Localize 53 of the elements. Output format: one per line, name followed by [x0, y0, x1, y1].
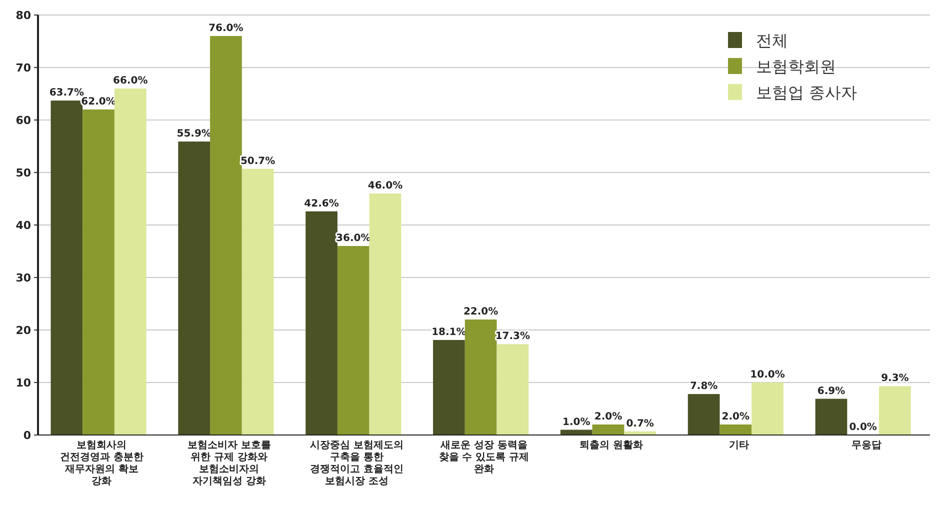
bar	[815, 398, 848, 435]
x-tick-label: 퇴출의 원활화	[580, 440, 644, 451]
x-tick-label: 새로운 성장 동력을 찾을 수 있도록 규제 완화	[438, 440, 530, 475]
bar	[592, 424, 624, 435]
x-tick-label: 기타	[728, 440, 749, 451]
bar	[464, 320, 497, 435]
y-tick-label: 30	[16, 272, 32, 284]
y-tick-label: 20	[16, 324, 32, 337]
legend-label: 보험업 종사자	[756, 83, 858, 102]
y-tick-label: 80	[16, 9, 32, 22]
bar	[210, 36, 242, 435]
bar	[752, 382, 784, 435]
data-label: 22.0%	[463, 306, 498, 318]
bar	[114, 88, 146, 435]
y-tick-label: 10	[16, 376, 32, 390]
y-tick-label: 60	[16, 114, 32, 127]
data-label: 18.1%	[432, 326, 466, 338]
bar	[82, 110, 114, 435]
y-tick-label: 40	[16, 219, 32, 232]
data-label: 2.0%	[594, 412, 622, 422]
bar	[369, 194, 402, 435]
data-label: 46.0%	[368, 180, 403, 192]
data-label: 6.9%	[817, 386, 846, 397]
bar	[306, 211, 338, 435]
bar	[496, 344, 529, 435]
legend-label: 보험학회원	[756, 57, 836, 76]
bar	[50, 100, 83, 435]
bar	[720, 424, 752, 435]
bar	[178, 142, 210, 435]
data-label: 0.0%	[849, 422, 877, 433]
bar	[337, 246, 370, 435]
data-label: 2.0%	[722, 412, 750, 422]
data-label: 10.0%	[750, 370, 785, 380]
data-label: 66.0%	[113, 76, 148, 86]
y-tick-label: 70	[16, 62, 32, 74]
x-tick-label: 시장중심 보험제도의 구축을 통한 경쟁적이고 효율적인 보험시장 조성	[310, 440, 404, 487]
data-label: 7.8%	[690, 381, 718, 392]
bar	[433, 340, 465, 435]
x-tick-label: 무응답	[851, 440, 882, 451]
data-label: 42.6%	[304, 198, 339, 210]
y-tick-label: 0	[23, 429, 32, 442]
bar	[688, 394, 720, 435]
data-label: 9.3%	[881, 373, 909, 384]
y-tick-label: 50	[16, 166, 32, 180]
x-tick-label: 보험회사의 건전경영과 충분한 재무자원의 확보 강화	[60, 440, 144, 487]
data-label: 76.0%	[208, 23, 244, 34]
x-tick-label: 보험소비자 보호를 위한 규제 강화와 보험소비자의 자기책임성 강화	[187, 440, 271, 487]
data-label: 1.0%	[562, 416, 590, 428]
bar	[242, 168, 274, 435]
bar	[879, 386, 911, 435]
legend-label: 전체	[756, 31, 788, 50]
data-label: 17.3%	[495, 331, 530, 342]
data-label: 0.7%	[626, 418, 654, 430]
